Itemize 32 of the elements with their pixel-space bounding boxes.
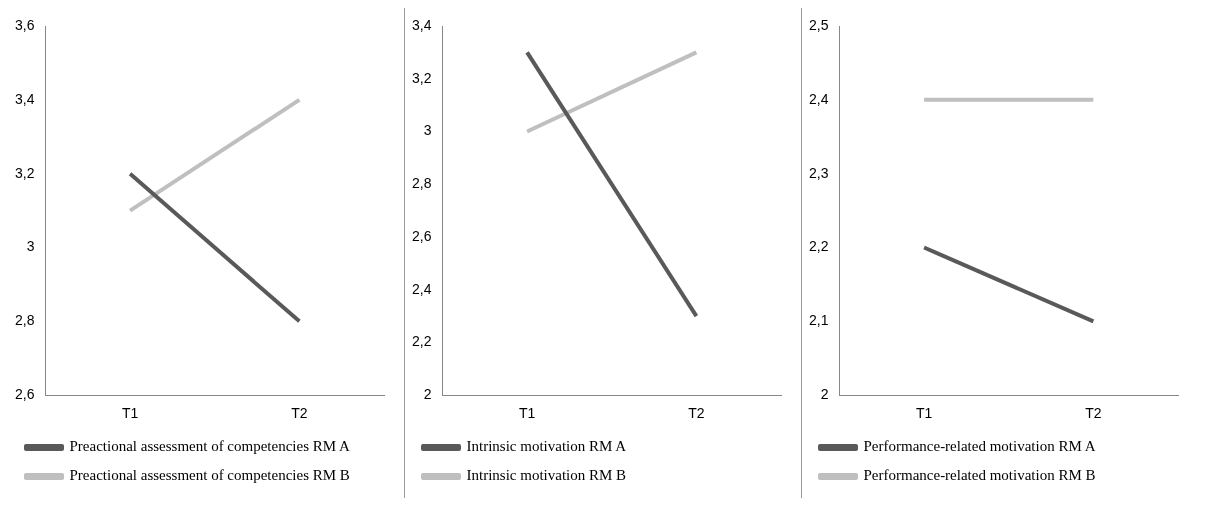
y-tick-label: 3,4	[411, 16, 432, 33]
x-tick-label: T2	[688, 405, 705, 422]
y-tick-label: 2,6	[411, 227, 432, 244]
x-tick-label: T1	[915, 405, 933, 422]
y-tick-label: 3,2	[411, 69, 432, 86]
y-tick-label: 2,5	[808, 16, 829, 33]
y-tick-label: 2,2	[808, 238, 829, 255]
y-tick-label: 2,4	[808, 90, 829, 107]
y-tick-label: 2,2	[411, 333, 432, 350]
y-tick-label: 2,1	[808, 312, 829, 329]
x-tick-label: T1	[518, 405, 536, 422]
y-tick-label: 3	[423, 122, 432, 139]
legend-label: Preactional assessment of competencies RM B	[69, 467, 350, 484]
y-tick-label: 2,3	[808, 164, 829, 181]
x-tick-label: T1	[121, 405, 139, 422]
legend-label: Intrinsic motivation RM A	[466, 438, 627, 455]
y-tick-label: 3	[26, 238, 35, 255]
y-tick-label: 3,6	[14, 16, 35, 33]
legend-label: Performance-related motivation RM B	[863, 467, 1096, 484]
y-tick-label: 3,4	[14, 90, 35, 107]
y-tick-label: 2,6	[14, 386, 35, 403]
y-tick-label: 2	[423, 386, 432, 403]
y-tick-label: 2	[820, 386, 829, 403]
legend-label: Preactional assessment of competencies RM A	[69, 438, 351, 455]
y-tick-label: 3,2	[14, 164, 35, 181]
x-tick-label: T2	[291, 405, 308, 422]
legend-label: Performance-related motivation RM A	[863, 438, 1096, 455]
y-tick-label: 2,4	[411, 280, 432, 297]
y-tick-label: 2,8	[411, 175, 432, 192]
y-tick-label: 2,8	[14, 312, 35, 329]
x-tick-label: T2	[1085, 405, 1102, 422]
legend-label: Intrinsic motivation RM B	[466, 467, 627, 484]
